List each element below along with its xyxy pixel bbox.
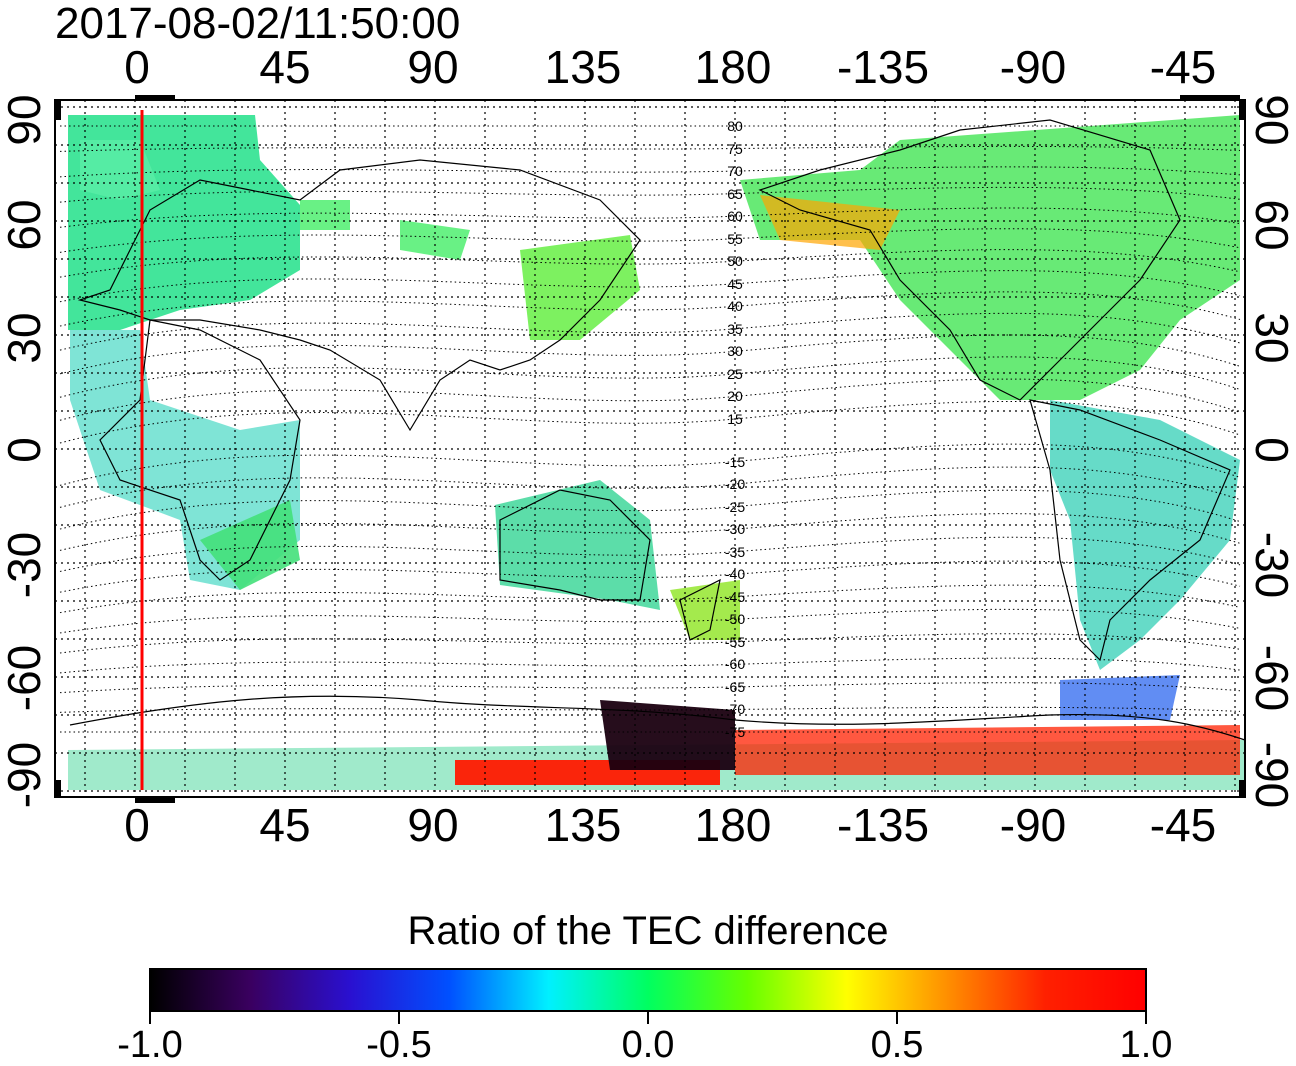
bottom-tick-label: -135 — [836, 799, 930, 851]
frame-tick-bars — [55, 95, 1245, 803]
contour-label: -15 — [724, 453, 746, 470]
left-tick-label: 60 — [0, 199, 50, 251]
top-tick-label: 45 — [259, 41, 311, 93]
contour-label: 50 — [727, 253, 743, 270]
magnetic-contour-line — [59, 682, 1241, 694]
contour-label: 65 — [727, 185, 743, 202]
coastlines — [69, 119, 1246, 741]
tec-map — [54, 95, 1246, 803]
right-tick-label: -60 — [1246, 644, 1296, 712]
contour-label: 75 — [727, 140, 743, 157]
top-tick-label: 90 — [407, 41, 459, 93]
magnetic-contour-line — [59, 378, 1241, 421]
colorbar-tick — [896, 1012, 898, 1024]
magnetic-contour-line — [59, 334, 1241, 375]
magnetic-contour-line — [59, 291, 1241, 327]
bottom-tick-label: 180 — [694, 799, 772, 851]
contour-label: 25 — [727, 365, 743, 382]
left-tick-label: 30 — [0, 312, 50, 364]
magnetic-contour-line — [59, 312, 1241, 351]
left-tick-label: -90 — [0, 741, 50, 809]
left-tick-label: -60 — [0, 644, 50, 712]
right-tick-label: 30 — [1246, 312, 1296, 364]
magnetic-contour-line — [59, 270, 1241, 303]
top-tick-label: -45 — [1149, 41, 1217, 93]
contour-label: -75 — [724, 724, 746, 740]
right-tick-label: 90 — [1246, 94, 1296, 146]
colorbar-tick — [647, 1012, 649, 1024]
contour-label: -35 — [724, 543, 746, 560]
right-tick-label: -30 — [1246, 531, 1296, 599]
contour-label: 40 — [727, 298, 743, 315]
bottom-tick-label: -90 — [999, 799, 1067, 851]
tec-coverage — [68, 115, 1245, 790]
top-tick-label: -90 — [999, 41, 1067, 93]
colorbar-label: -0.5 — [366, 1024, 432, 1066]
magnetic-contour-line — [59, 657, 1241, 674]
magnetic-contour-line — [59, 443, 1241, 486]
contour-label: 20 — [727, 388, 743, 405]
contour-label: 70 — [727, 163, 743, 180]
left-tick-label: 90 — [0, 94, 50, 146]
magnetic-contour-line — [59, 633, 1241, 654]
colorbar-tick — [398, 1012, 400, 1024]
top-tick-label: 0 — [124, 41, 150, 93]
contour-label: 80 — [727, 118, 743, 134]
bottom-tick-label: 0 — [124, 799, 150, 851]
bottom-tick-label: 45 — [259, 799, 311, 851]
colorbar-label: -1.0 — [117, 1024, 183, 1066]
contour-label: 35 — [727, 320, 743, 337]
magnetic-contour-line — [59, 400, 1241, 444]
contour-label: -65 — [724, 678, 746, 695]
top-tick-label: 135 — [544, 41, 622, 93]
colorbar-title: Ratio of the TEC difference — [407, 909, 889, 953]
map-timestamp: 2017-08-02/11:50:00 — [55, 0, 461, 48]
contour-label: -55 — [724, 633, 746, 650]
right-tick-label: 0 — [1246, 437, 1296, 463]
contour-label: -60 — [724, 656, 746, 673]
magnetic-contour-line — [59, 560, 1241, 593]
colorbar-label: 0.5 — [870, 1024, 924, 1066]
contour-label: 60 — [727, 208, 743, 225]
contour-label: 55 — [727, 230, 743, 247]
bottom-tick-label: -45 — [1149, 799, 1217, 851]
magnetic-contour-line — [59, 466, 1241, 508]
colorbar-label: 0.0 — [621, 1024, 675, 1066]
contour-label: -25 — [724, 498, 746, 515]
contour-label: -45 — [724, 588, 746, 605]
magnetic-contour-line — [59, 356, 1241, 398]
contour-label: -70 — [724, 701, 746, 718]
contour-label: 45 — [727, 275, 743, 292]
magnetic-contour-line — [59, 145, 1241, 152]
bottom-tick-label: 90 — [407, 799, 459, 851]
map-frame — [54, 99, 1246, 798]
contour-label: 30 — [727, 343, 743, 360]
contour-label: -30 — [724, 521, 746, 538]
magnetic-contour-line — [59, 489, 1241, 530]
map-grid — [55, 100, 1245, 797]
right-tick-label: 60 — [1246, 199, 1296, 251]
top-tick-label: 180 — [694, 41, 772, 93]
magnetic-contours — [59, 125, 1241, 733]
colorbar-tick — [1145, 1012, 1147, 1024]
contour-label: -50 — [724, 611, 746, 628]
magnetic-contour-line — [59, 513, 1241, 551]
magnetic-contour-line — [59, 166, 1241, 178]
right-tick-label: -90 — [1246, 741, 1296, 809]
bottom-tick-label: 135 — [544, 799, 622, 851]
left-tick-label: -30 — [0, 531, 50, 599]
magnetic-contour-line — [59, 706, 1241, 713]
colorbar-label: 1.0 — [1119, 1024, 1173, 1066]
left-tick-label: 0 — [0, 437, 50, 463]
contour-label: -40 — [724, 566, 746, 583]
colorbar-tick — [149, 1012, 151, 1024]
contour-label: -20 — [724, 476, 746, 493]
top-tick-label: -135 — [836, 41, 930, 93]
magnetic-contour-line — [59, 608, 1241, 634]
colorbar — [149, 968, 1147, 1012]
contour-label: 15 — [727, 411, 743, 427]
magnetic-contour-line — [59, 536, 1241, 572]
